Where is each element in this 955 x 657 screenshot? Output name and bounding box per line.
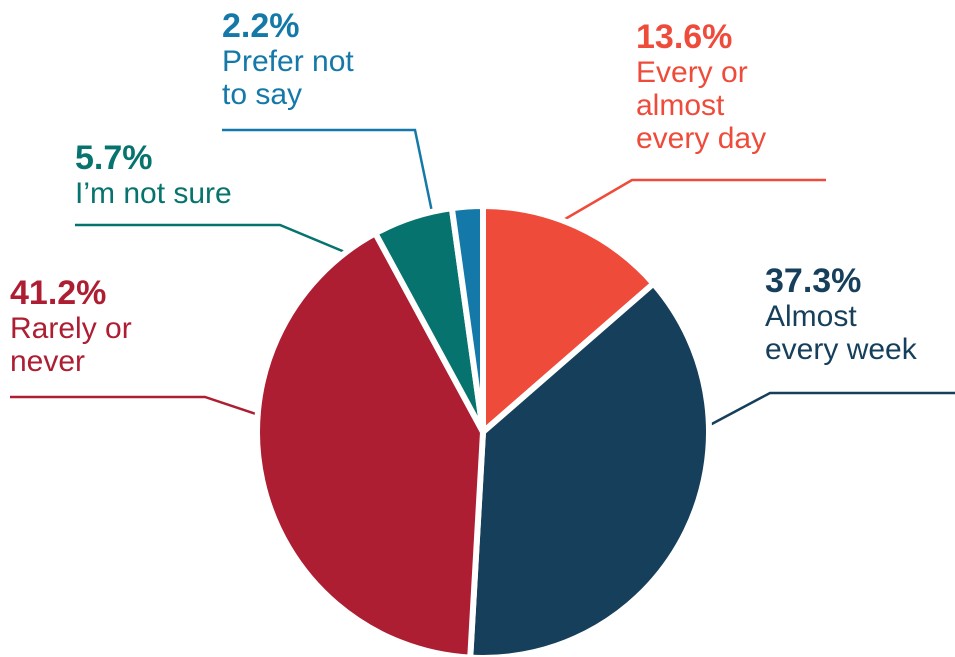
category-label: Rarely or never [10,312,132,378]
slice-label: 13.6% Every or almost every day [636,18,806,155]
leader-line [75,223,353,257]
value-label: 37.3% [765,262,862,300]
slice-label: 5.7% I’m not sure [75,139,335,210]
value-label: 13.6% [636,18,733,56]
category-label: Every or almost every day [636,56,767,155]
value-label: 41.2% [10,274,107,312]
pie-slice [254,230,486,657]
value-label: 2.2% [222,7,300,45]
leader-line [707,391,955,428]
leader-line [222,128,434,213]
slice-label: 2.2% Prefer not to say [222,7,372,111]
category-label: Almost every week [765,300,917,366]
category-label: I’m not sure [75,177,232,210]
slice-label: 41.2% Rarely or never [10,274,160,378]
value-label: 5.7% [75,139,153,177]
leader-line [559,178,826,224]
pie-slice [480,203,657,435]
slice-label: 37.3% Almost every week [765,262,930,366]
leader-line [10,395,263,418]
pie-slice [467,280,712,657]
category-label: Prefer not to say [222,45,354,111]
pie-slice [448,203,486,435]
